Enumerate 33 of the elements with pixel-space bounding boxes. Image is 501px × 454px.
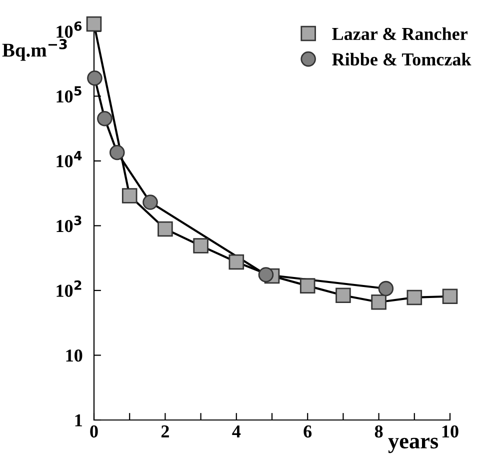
point [142, 194, 158, 210]
y-tick-label: 10$^{2}$ [56, 280, 82, 297]
point [336, 288, 351, 304]
y-tick-label: 10 [66, 349, 82, 362]
point [228, 254, 244, 270]
point [87, 70, 102, 86]
x-tick-label: 4 [232, 426, 241, 438]
point [122, 188, 138, 204]
point [158, 221, 173, 237]
point [110, 144, 125, 160]
x-axis-title: years [388, 438, 438, 454]
point [193, 238, 208, 254]
point [378, 280, 394, 296]
legend-label: Lazar & Rancher [332, 27, 468, 40]
legend-label: Ribbe & Tomczak [332, 52, 472, 66]
x-tick-label: 10 [442, 425, 458, 438]
x-tick-label: 2 [161, 425, 169, 438]
point [371, 294, 386, 310]
y-tick-label: 10$^{3}$ [56, 216, 82, 232]
point [300, 278, 316, 294]
point [442, 288, 458, 304]
y-tick-label: 1 [75, 414, 82, 426]
x-tick-label: 0 [90, 425, 98, 438]
point [86, 16, 102, 32]
y-tick-label: 10$^{4}$ [56, 150, 82, 168]
y-axis-title: Bq.m$^{−3}$ [2, 39, 67, 61]
y-tick-label: 10$^{5}$ [56, 86, 82, 103]
point [258, 267, 274, 282]
y-tick-label: 10$^{6}$ [56, 21, 82, 38]
x-tick-label: 8 [374, 425, 383, 438]
point [406, 290, 422, 306]
point [97, 110, 112, 126]
x-tick-label: 6 [304, 425, 312, 438]
